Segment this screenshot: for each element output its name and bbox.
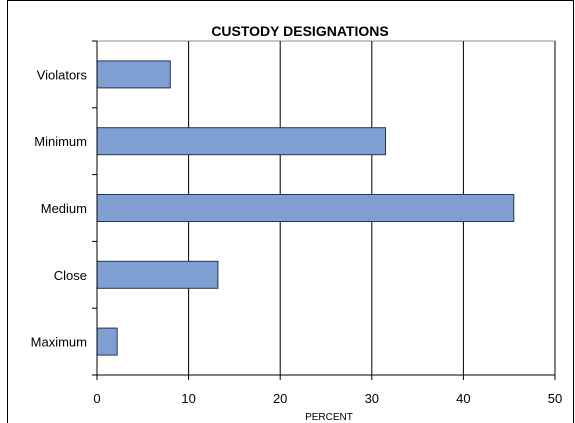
category-label: Maximum [31, 335, 87, 350]
bar-close [96, 260, 219, 289]
bars [96, 60, 515, 356]
category-label: Minimum [34, 134, 87, 149]
bar-maximum [96, 327, 118, 356]
bar-minimum [96, 127, 387, 156]
category-label: Close [54, 268, 87, 283]
category-label: Violators [37, 67, 88, 82]
bar-violators [96, 60, 171, 89]
x-tick-label: 20 [273, 391, 287, 406]
category-label: Medium [41, 201, 87, 216]
x-tick-label: 40 [456, 391, 470, 406]
x-tick-label: 30 [365, 391, 379, 406]
chart-title: CUSTODY DESIGNATIONS [211, 23, 388, 39]
x-axis-label: PERCENT [305, 412, 353, 423]
labels: 0 10 20 30 40 50 Violators Minimum Medium Close Ma… [31, 67, 563, 406]
x-tick-label: 10 [181, 391, 195, 406]
bar-medium [96, 194, 515, 222]
axes [92, 40, 556, 380]
x-tick-label: 0 [93, 391, 100, 406]
x-tick-label: 50 [548, 391, 562, 406]
